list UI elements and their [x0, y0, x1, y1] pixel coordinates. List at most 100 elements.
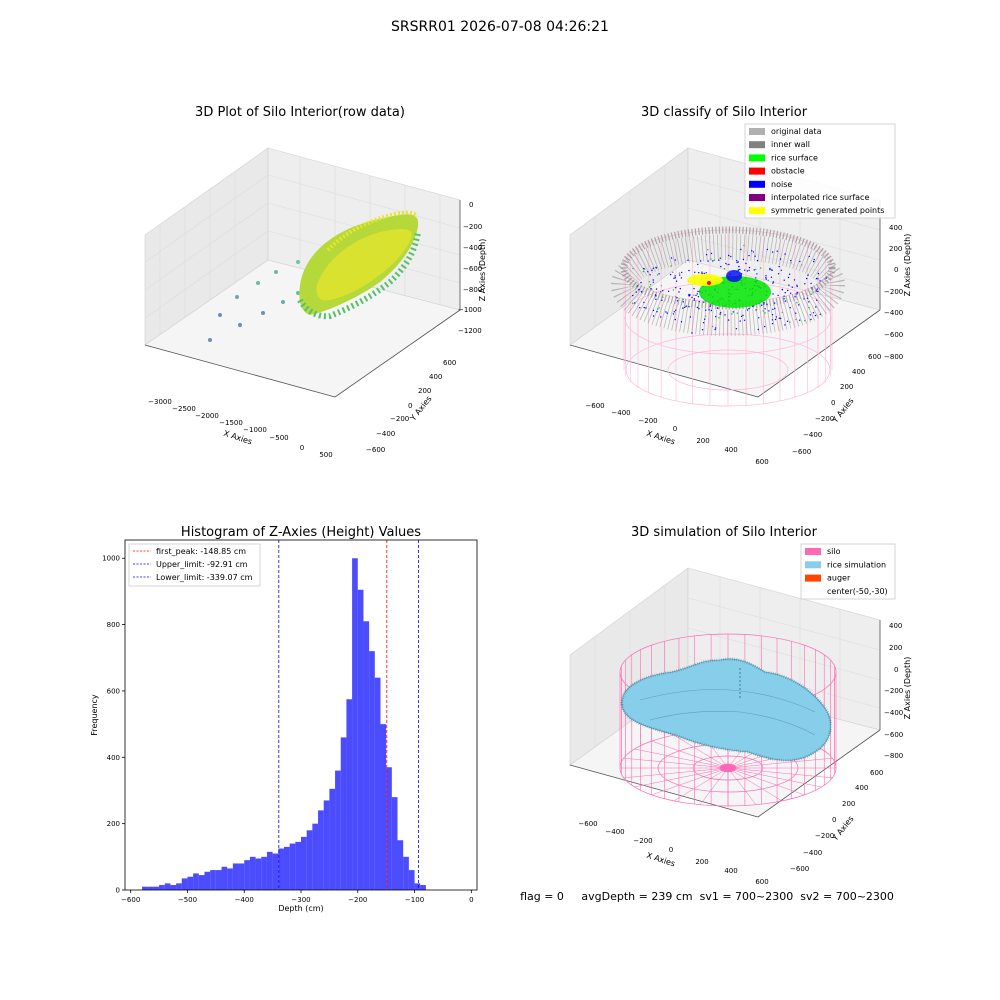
classify-x-tick: 600 — [755, 458, 768, 466]
noise-point — [772, 281, 775, 283]
histogram-bar — [391, 797, 398, 890]
noise-point — [631, 302, 634, 304]
legend-label: symmetric generated points — [771, 206, 884, 215]
noise-point — [776, 250, 778, 252]
classify-x-label: X Axies — [645, 429, 676, 447]
noise-point — [679, 287, 681, 290]
noise-point — [682, 301, 684, 303]
histogram-bar — [323, 800, 330, 890]
silo-floor-spoke — [727, 767, 822, 788]
simulation-x-tick: 400 — [724, 867, 737, 875]
noise-point — [632, 294, 634, 297]
histogram-x-tick-label: −200 — [348, 896, 367, 904]
noise-point — [684, 306, 686, 309]
noise-point — [771, 314, 774, 316]
noise-point — [769, 267, 771, 270]
noise-point — [764, 308, 766, 310]
noise-point — [693, 294, 695, 296]
legend-swatch — [749, 128, 765, 135]
noise-point — [678, 291, 680, 293]
noise-point — [756, 273, 758, 275]
noise-point — [718, 259, 720, 261]
noise-point — [726, 264, 728, 266]
histogram-y-tick-label: 600 — [107, 687, 120, 695]
noise-point — [709, 305, 711, 307]
noise-point — [660, 291, 662, 293]
noise-point — [748, 269, 750, 272]
classify-z-tick: 0 — [894, 266, 898, 274]
histogram-bar — [369, 651, 375, 890]
noise-point — [786, 320, 789, 322]
raw-x-tick: −500 — [269, 434, 288, 442]
figure-suptitle: SRSRR01 2026-07-08 04:26:21 — [391, 19, 609, 35]
noise-point — [705, 254, 708, 256]
noise-point — [676, 297, 678, 299]
noise-point — [680, 277, 683, 279]
noise-point — [700, 260, 702, 262]
noise-point — [755, 309, 757, 312]
noise-point — [742, 314, 744, 317]
noise-point — [652, 279, 654, 281]
noise-point — [647, 271, 649, 273]
noise-point — [727, 319, 730, 321]
raw-z-tick: −200 — [463, 223, 482, 231]
legend-label: inner wall — [771, 140, 810, 149]
noise-point — [648, 281, 651, 283]
noise-point — [787, 289, 789, 292]
noise-point — [740, 248, 742, 251]
classify-x-tick: −200 — [638, 417, 657, 425]
noise-point — [719, 257, 721, 259]
noise-point — [796, 302, 798, 304]
noise-point — [707, 249, 709, 251]
histogram-x-tick-label: −400 — [235, 896, 254, 904]
histogram-y-tick-label: 1000 — [102, 555, 120, 563]
noise-point — [783, 279, 785, 281]
noise-point — [751, 250, 753, 252]
silo-floor-spoke — [673, 767, 729, 802]
simulation-y-tick: 400 — [855, 784, 868, 792]
noise-point — [742, 258, 745, 261]
noise-point — [652, 267, 654, 269]
noise-point — [771, 251, 774, 253]
simulation-z-tick: 400 — [889, 622, 902, 630]
noise-point — [635, 291, 637, 293]
legend-label: interpolated rice surface — [771, 193, 869, 202]
silo-floor-spoke — [623, 767, 729, 779]
noise-point — [746, 270, 749, 272]
noise-point — [674, 277, 676, 279]
noise-point — [812, 312, 815, 314]
noise-point — [675, 287, 677, 289]
noise-point — [790, 259, 792, 262]
obstacle-point — [707, 281, 711, 285]
noise-point — [662, 296, 664, 298]
simulation-x-tick: −400 — [605, 828, 624, 836]
noise-point — [801, 264, 803, 266]
simulation-y-tick: 600 — [870, 769, 883, 777]
classify-x-tick: 200 — [696, 437, 709, 445]
histogram-x-tick-label: 0 — [469, 896, 473, 904]
noise-point — [794, 296, 796, 298]
noise-point — [651, 269, 653, 271]
noise-point — [688, 293, 690, 296]
raw-outlier-point — [256, 281, 260, 285]
noise-point — [660, 285, 662, 287]
noise-point — [674, 275, 676, 277]
noise-point — [707, 260, 709, 262]
noise-point — [766, 303, 768, 305]
noise-point — [737, 269, 739, 271]
histogram-bar — [170, 885, 177, 890]
classify-z-tick: −200 — [884, 288, 903, 296]
classify-z-tick: −600 — [884, 331, 903, 339]
noise-point — [738, 265, 740, 268]
noise-point — [766, 248, 769, 251]
noise-point — [693, 287, 695, 290]
noise-point — [643, 301, 645, 304]
noise-point — [693, 299, 695, 301]
simulation-z-tick: −400 — [884, 709, 903, 717]
classify-x-tick: 0 — [673, 425, 677, 433]
panel-simulation-3d: 3D simulation of Silo Interior — [569, 525, 912, 886]
noise-point — [718, 317, 720, 319]
noise-point — [702, 322, 705, 324]
simulation-z-tick: 200 — [889, 644, 902, 652]
noise-point — [789, 292, 792, 294]
